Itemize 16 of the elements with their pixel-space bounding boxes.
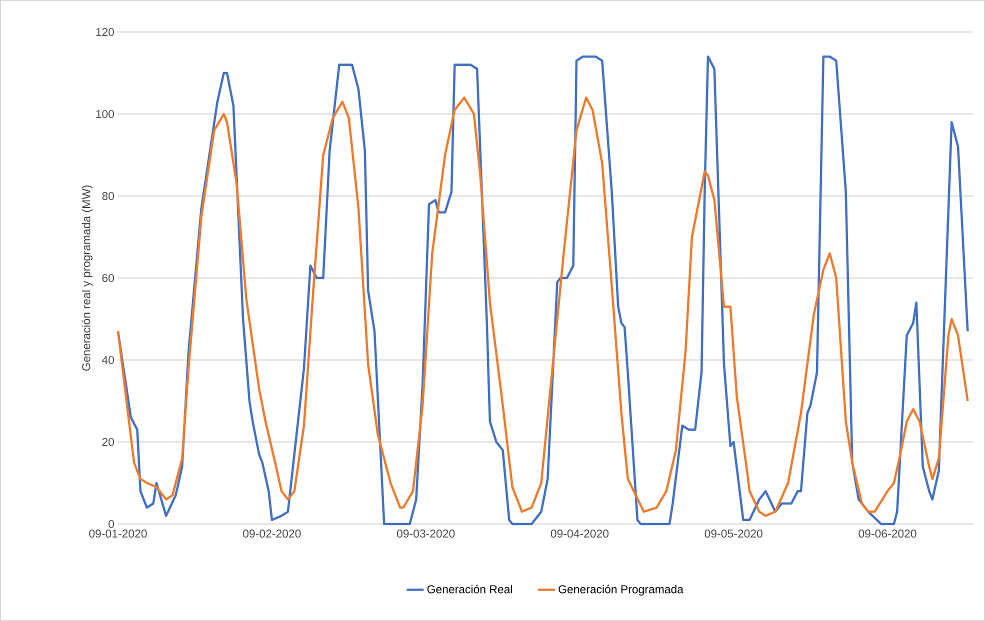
y-tick-label: 0 bbox=[108, 520, 114, 528]
x-tick-label: 09-06-2020 bbox=[858, 530, 916, 538]
legend-label: Generación Real bbox=[427, 584, 512, 594]
x-tick-label: 09-05-2020 bbox=[704, 530, 762, 538]
x-tick-label: 09-02-2020 bbox=[243, 530, 301, 538]
y-axis-title: Generación real y programada (MW) bbox=[82, 185, 93, 371]
y-tick-label: 20 bbox=[102, 438, 114, 446]
x-tick-label: 09-03-2020 bbox=[396, 530, 455, 538]
y-tick-label: 40 bbox=[102, 356, 114, 364]
y-tick-label: 100 bbox=[96, 110, 114, 118]
y-tick-label: 120 bbox=[96, 28, 114, 36]
y-tick-label: 60 bbox=[102, 274, 114, 282]
y-tick-label: 80 bbox=[102, 192, 114, 200]
x-tick-label: 09-01-2020 bbox=[89, 530, 147, 538]
x-tick-label: 09-04-2020 bbox=[550, 530, 609, 538]
legend-label: Generación Programada bbox=[558, 584, 684, 596]
